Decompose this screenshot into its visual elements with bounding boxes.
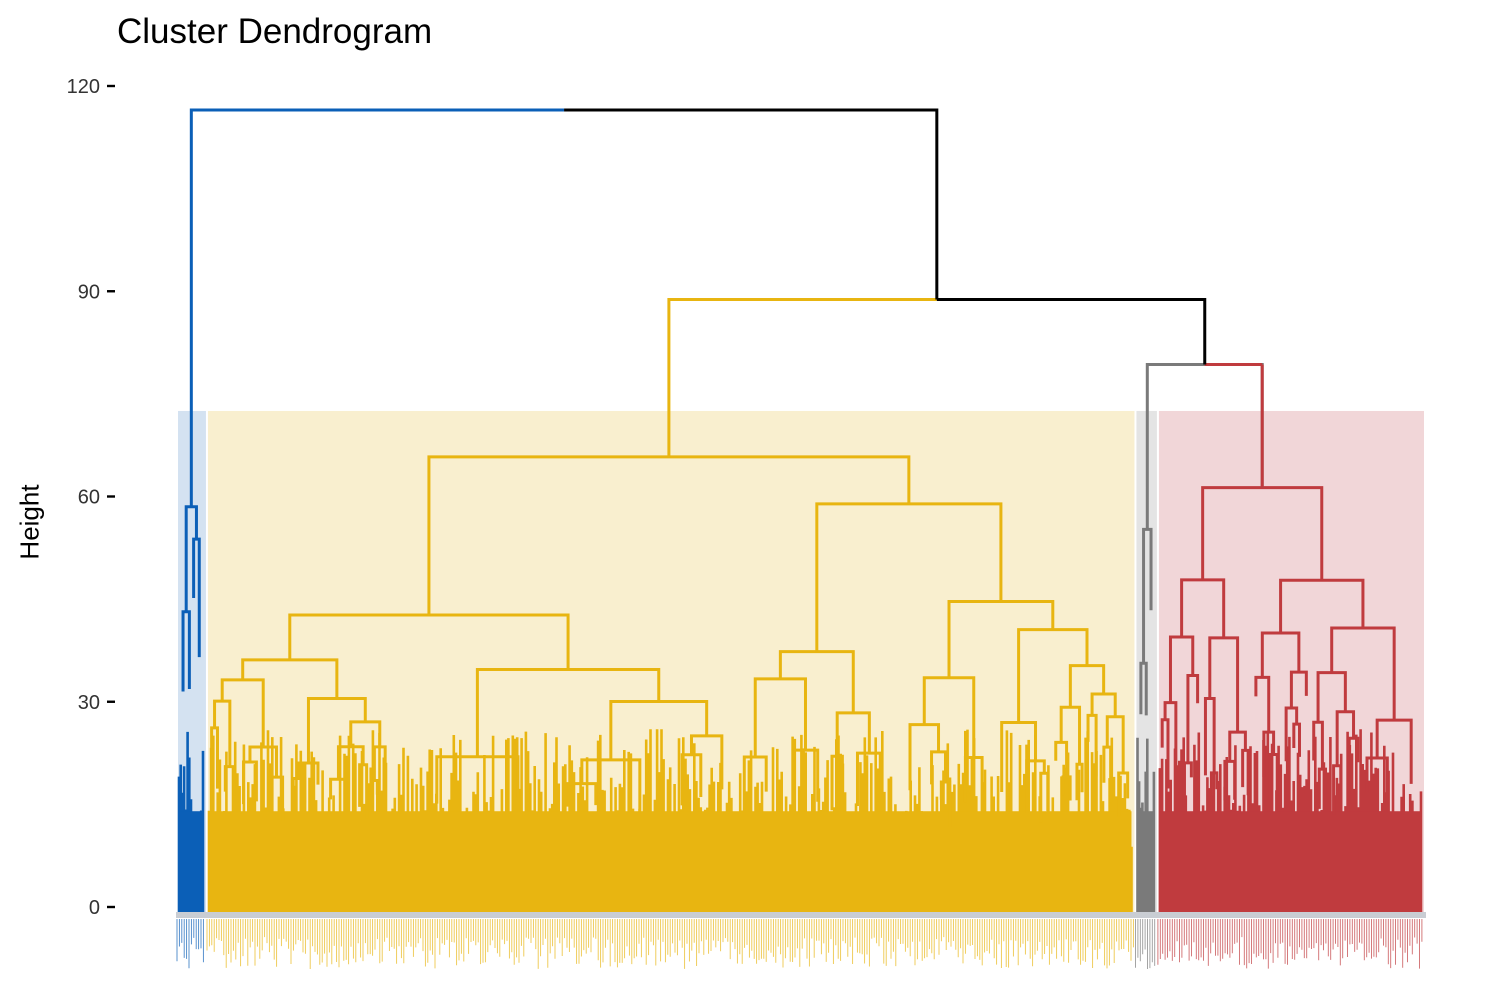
dendrogram-link [1332, 764, 1343, 815]
dendrogram-link [1168, 635, 1195, 703]
dendrogram-link [1201, 486, 1324, 581]
y-tick-label: 90 [78, 281, 100, 303]
dendrogram-leaf-branches [177, 729, 1423, 913]
dendrogram-link [184, 505, 198, 612]
merge-link-blue [189, 108, 565, 507]
dendrogram-link [435, 755, 520, 804]
leaf-baseline [176, 912, 1426, 918]
dendrogram-link [791, 748, 820, 802]
dendrogram-link [242, 760, 258, 805]
dendrogram-link [1039, 771, 1050, 823]
leaf-density-block [179, 811, 203, 913]
dendrogram-branches [181, 108, 1413, 827]
dendrogram-link [689, 734, 724, 790]
dendrogram-link [922, 676, 976, 758]
merge-link-black [936, 297, 1207, 365]
y-tick-label: 0 [89, 897, 100, 919]
dendrogram-link [1292, 722, 1301, 757]
dendrogram-link [1375, 718, 1413, 784]
dendrogram-link [753, 677, 807, 758]
dendrogram-link [223, 765, 236, 796]
leaf-density-block [1137, 811, 1154, 913]
dendrogram-link [291, 776, 307, 811]
leaf-labels [206, 919, 1134, 969]
dendrogram-link [1262, 730, 1276, 777]
dendrogram-link [1330, 626, 1396, 721]
y-axis: 0 30 60 90 120 [67, 76, 115, 919]
dendrogram-link [908, 723, 941, 791]
dendrogram-link [566, 782, 598, 807]
leaf-label-strip [176, 912, 1426, 969]
leaf-density-block [1159, 811, 1421, 913]
leaf-density-block [208, 811, 1132, 913]
chart-title: Cluster Dendrogram [117, 12, 433, 51]
dendrogram-link [1347, 736, 1360, 801]
dendrogram-link [1105, 715, 1125, 773]
dendrogram-link [778, 650, 855, 713]
leaf-labels [176, 919, 204, 969]
dendrogram-link [830, 754, 844, 813]
dendrogram-link [372, 745, 387, 789]
dendrogram-link [1054, 740, 1069, 777]
merge-link-root [564, 108, 939, 300]
dendrogram-link [1312, 720, 1324, 770]
leaf-labels [1135, 919, 1156, 969]
dendrogram-link [336, 745, 365, 780]
y-tick-label: 60 [78, 487, 100, 509]
y-tick-label: 30 [78, 692, 100, 714]
dendrogram-link [815, 502, 1003, 652]
leaf-labels [1157, 919, 1423, 969]
y-tick-label: 120 [67, 76, 100, 98]
dendrogram-link [1182, 761, 1193, 807]
dendrogram-link [1090, 692, 1117, 717]
dendrogram-link [680, 753, 703, 806]
merge-link-gold [667, 297, 937, 457]
dendrogram-link [1180, 578, 1226, 638]
dendrogram-link [181, 610, 191, 692]
dendrogram-link [210, 726, 219, 789]
dendrogram-link [268, 775, 285, 821]
dendrogram-link [855, 751, 883, 807]
